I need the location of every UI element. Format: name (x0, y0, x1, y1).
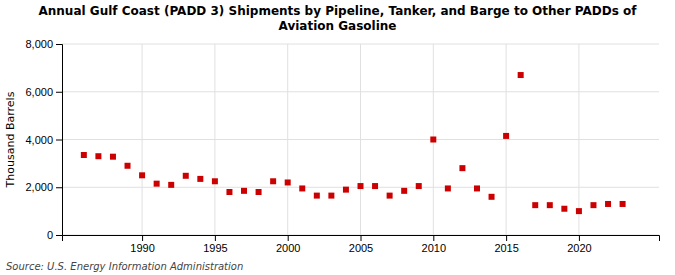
grid (62, 44, 659, 235)
point (139, 172, 145, 178)
tick-label: 2005 (349, 242, 373, 254)
tick: 1995 (203, 235, 227, 254)
point (401, 188, 407, 194)
grid-line (62, 139, 659, 140)
point (372, 183, 378, 189)
point (430, 137, 436, 143)
tick: 0 (47, 229, 62, 241)
point (503, 133, 509, 139)
point (314, 193, 320, 199)
tick: 1990 (130, 235, 154, 254)
point (95, 153, 101, 159)
point (343, 187, 349, 193)
tick-label: 2015 (494, 242, 518, 254)
title: Annual Gulf Coast (PADD 3) Shipments by … (39, 4, 638, 33)
point (620, 201, 626, 207)
grid-line (62, 91, 659, 92)
tick: 2005 (349, 235, 373, 254)
tick-mark (56, 235, 62, 236)
point (387, 193, 393, 199)
point (125, 163, 131, 169)
tick-mark (288, 235, 289, 241)
tick-mark (56, 187, 62, 188)
point (183, 173, 189, 179)
y-axis-title: Thousand Barrels (4, 91, 17, 188)
title-line: Annual Gulf Coast (PADD 3) Shipments by … (39, 4, 638, 18)
points (81, 72, 626, 214)
point (212, 178, 218, 184)
tick: 2015 (494, 235, 518, 254)
point (168, 182, 174, 188)
point (241, 188, 247, 194)
point (518, 72, 524, 78)
point (256, 189, 262, 195)
tick-label: 1990 (130, 242, 154, 254)
tick-mark (142, 235, 143, 241)
chart: 1990 1995 2000 2005 2010 2015 2020 0 2,000 4,000 6… (0, 0, 675, 275)
point (489, 194, 495, 200)
point (358, 183, 364, 189)
point (197, 176, 203, 182)
tick-label: 2010 (422, 242, 446, 254)
point (547, 202, 553, 208)
point (110, 154, 116, 160)
tick-mark (361, 235, 362, 241)
tick-label: 4,000 (25, 134, 53, 146)
point (590, 202, 596, 208)
tick: 2020 (567, 235, 591, 254)
annotation: Source: U.S. Energy Information Administ… (6, 261, 243, 272)
tick-mark (506, 235, 507, 241)
grid-line (62, 44, 659, 45)
tick-mark (579, 235, 580, 241)
point (561, 206, 567, 212)
tick: 6,000 (25, 86, 62, 98)
y-axis: 0 2,000 4,000 6,000 8,000 (25, 38, 62, 241)
point (605, 201, 611, 207)
title-line: Aviation Gasoline (279, 19, 397, 33)
point (226, 189, 232, 195)
tick-label: 2020 (567, 242, 591, 254)
point (270, 178, 276, 184)
point (474, 185, 480, 191)
tick-mark (215, 235, 216, 241)
tick-label: 1995 (203, 242, 227, 254)
tick: 2,000 (25, 181, 62, 193)
x-axis: 1990 1995 2000 2005 2010 2015 2020 (63, 235, 660, 254)
tick: 8,000 (25, 38, 62, 50)
tick-mark (56, 44, 62, 45)
point (299, 185, 305, 191)
tick-label: 8,000 (25, 38, 53, 50)
tick-label: 6,000 (25, 86, 53, 98)
point (532, 202, 538, 208)
tick-label: 0 (47, 229, 53, 241)
tick-label: 2000 (276, 242, 300, 254)
axis-line (63, 236, 660, 242)
tick: 2010 (422, 235, 446, 254)
point (445, 185, 451, 191)
plot: 1990 1995 2000 2005 2010 2015 2020 0 2,000 4,000 6… (25, 38, 659, 254)
tick: 4,000 (25, 134, 62, 146)
tick-mark (56, 92, 62, 93)
axis-line (56, 45, 63, 236)
tick-label: 2,000 (25, 181, 53, 193)
point (459, 165, 465, 171)
tick: 2000 (276, 235, 300, 254)
point (285, 179, 291, 185)
point (328, 193, 334, 199)
tick-mark (433, 235, 434, 241)
point (416, 183, 422, 189)
tick-mark (56, 140, 62, 141)
point (154, 181, 160, 187)
point (576, 208, 582, 214)
point (81, 152, 87, 158)
